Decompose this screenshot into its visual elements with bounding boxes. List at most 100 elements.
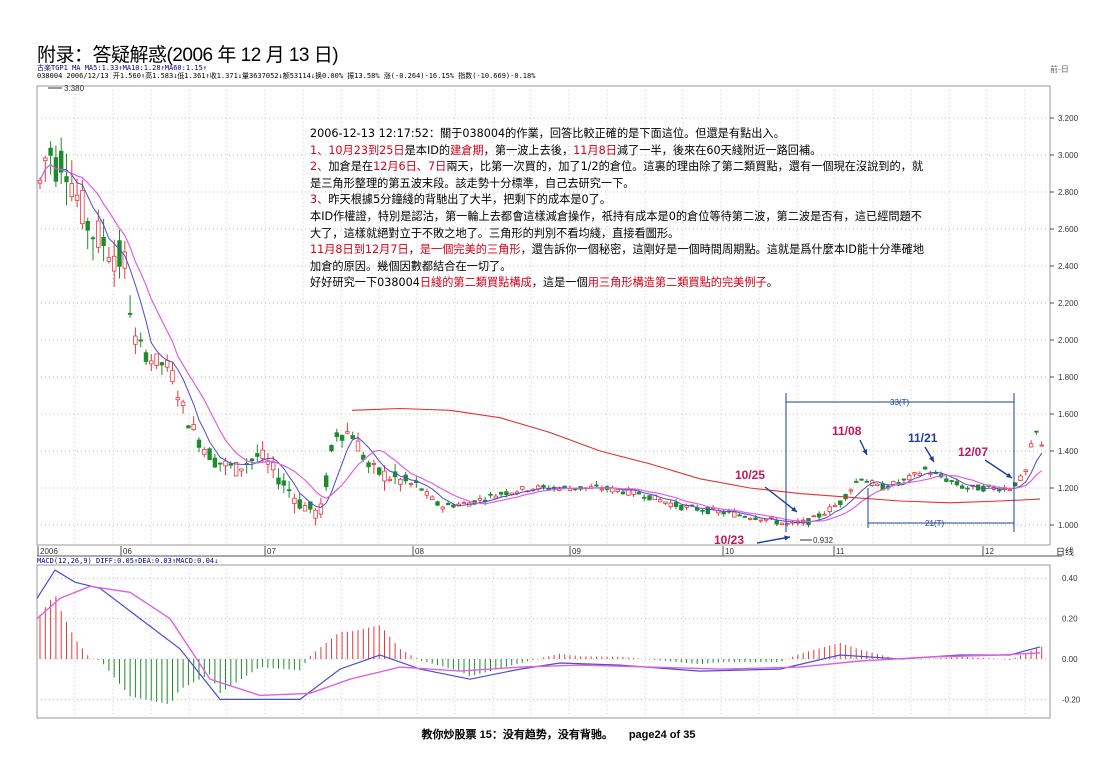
candle: [541, 484, 546, 490]
candle-body: [202, 449, 207, 455]
candle: [90, 235, 96, 261]
candle: [265, 452, 271, 474]
candle-body: [239, 468, 244, 472]
candle: [599, 485, 604, 493]
candle: [647, 495, 652, 501]
cycle-21-label: 21(T): [925, 519, 944, 528]
candle-body: [37, 179, 43, 184]
candle-body: [74, 194, 80, 201]
candle: [59, 137, 64, 185]
candle-body: [620, 491, 626, 495]
cycle-33-label: 33(T): [890, 398, 909, 407]
candle: [228, 461, 233, 469]
candle: [85, 217, 90, 250]
candle: [615, 489, 620, 494]
candle: [191, 416, 196, 431]
candle-body: [758, 519, 763, 522]
candle-body: [154, 353, 159, 366]
candle: [901, 478, 907, 483]
arrow-1025-head: [791, 506, 797, 512]
candle: [329, 444, 334, 453]
candle: [445, 501, 451, 506]
candle: [334, 428, 339, 442]
candle: [965, 486, 970, 493]
candle: [1039, 441, 1044, 447]
candle: [64, 153, 69, 206]
chart-header-ma: 古楽TGP1 MA MA5:1.33↑MA10:1.28↑MA60:1.15↑: [37, 64, 207, 72]
candle: [212, 454, 218, 469]
candle-body: [859, 478, 864, 481]
price-panel-frame: [36, 85, 1051, 546]
candle: [117, 229, 122, 279]
candle: [80, 179, 85, 230]
arrow-1023-head: [784, 535, 790, 541]
candle-body: [297, 499, 302, 509]
candle: [217, 462, 223, 472]
candle: [355, 432, 361, 452]
candle-body: [281, 480, 286, 486]
candle: [827, 503, 832, 515]
candle: [127, 295, 133, 318]
candle: [610, 485, 615, 495]
candle: [1018, 474, 1023, 482]
candle: [811, 514, 816, 518]
page-number: page24 of 35: [628, 729, 696, 741]
candle-body: [737, 514, 742, 517]
candle-body: [907, 475, 912, 481]
candle-body: [922, 466, 928, 470]
candle: [742, 515, 748, 518]
candle-body: [657, 499, 663, 503]
macd-panel-frame: [36, 564, 1051, 719]
candle: [387, 476, 392, 483]
note-line: 是三角形整理的第五波末段。該走勢十分標準，自己去研究一下。: [310, 176, 635, 190]
candle: [74, 178, 80, 208]
candle-body: [965, 487, 970, 490]
candle: [657, 497, 663, 503]
candle: [779, 522, 785, 526]
candle-body: [753, 517, 758, 520]
candle: [928, 470, 933, 478]
candle-body: [541, 485, 546, 488]
note-line: 好好研究一下038004日綫的第二類買點構成，這是一個用三角形構造第二類買點的完…: [310, 276, 778, 290]
candle-body: [997, 489, 1002, 492]
candle-body: [705, 507, 710, 514]
candle-body: [1039, 444, 1044, 447]
candle-body: [408, 483, 414, 485]
candle: [912, 471, 917, 478]
candle-body: [451, 504, 456, 508]
candle: [112, 239, 117, 287]
candle-body: [191, 424, 196, 430]
candle: [816, 511, 822, 521]
x-axis-label: 09: [572, 547, 581, 556]
chart-header-quote: 038004 2006/12/13 开1.560↑高1.583↓低1.361↑收…: [37, 72, 536, 80]
candle-body: [854, 481, 859, 483]
candle: [435, 500, 440, 507]
arrow-1207-head: [1006, 472, 1012, 478]
price-axis-label: 2.200: [1058, 299, 1079, 308]
chart-period-label: 前-日: [1050, 65, 1069, 74]
price-axis-label: 2.000: [1058, 336, 1079, 345]
note-line: 3、昨天根據5分鐘綫的背馳出了大半，把剩下的成本是0了。: [310, 193, 612, 207]
candle: [854, 478, 859, 484]
candle-body: [85, 221, 90, 231]
price-axis-label: 1.400: [1058, 447, 1079, 456]
candle-body: [1034, 430, 1039, 433]
ma10-line: [39, 163, 1043, 523]
candle: [864, 479, 869, 483]
candle: [53, 145, 59, 187]
candle-body: [43, 157, 48, 161]
annotation-1108: 11/08: [832, 424, 862, 438]
candle-body: [366, 462, 371, 468]
candle-body: [419, 488, 424, 491]
candle: [159, 361, 165, 375]
candle-body: [901, 478, 907, 481]
candle-body: [101, 236, 106, 246]
candle: [164, 354, 170, 372]
candle-body: [382, 470, 387, 482]
candle: [414, 475, 419, 488]
candle: [684, 503, 689, 511]
candle-body: [133, 335, 138, 345]
candle-body: [732, 511, 737, 518]
candle: [323, 472, 329, 491]
candle-body: [233, 462, 239, 477]
